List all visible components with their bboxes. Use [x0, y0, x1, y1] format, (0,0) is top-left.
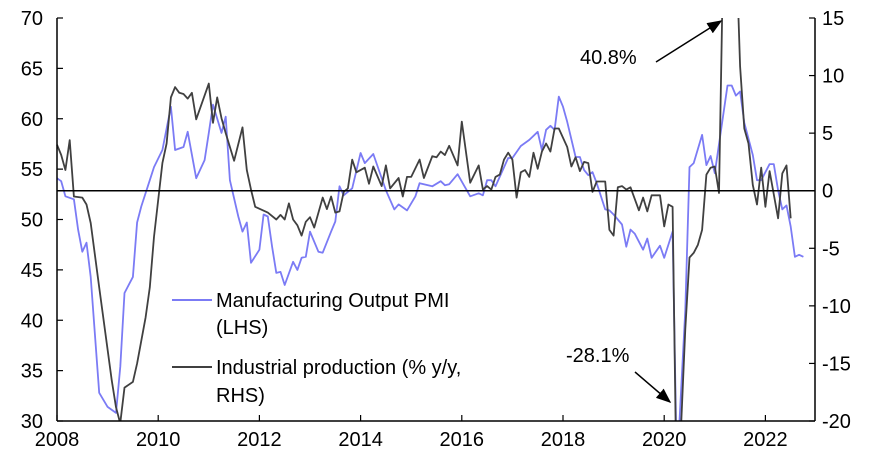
left-tick-label: 30 [21, 411, 43, 433]
legend-label-ip-line1: Industrial production (% y/y, [216, 357, 461, 379]
left-tick-label: 45 [21, 260, 43, 282]
right-tick-label: 15 [822, 8, 844, 30]
legend: Manufacturing Output PMI (LHS) Industria… [172, 290, 461, 407]
right-tick-label: 0 [822, 181, 833, 203]
left-tick-label: 60 [21, 109, 43, 131]
right-tick-label: 5 [822, 123, 833, 145]
annotation-peak-label: 40.8% [580, 47, 637, 69]
left-tick-label: 50 [21, 210, 43, 232]
x-tick-label: 2014 [338, 429, 383, 451]
x-tick-label: 2018 [541, 429, 586, 451]
right-tick-label: -20 [822, 411, 851, 433]
right-tick-label: -10 [822, 296, 851, 318]
annotation-trough-arrow [634, 371, 672, 403]
x-tick-label: 2008 [35, 429, 80, 451]
left-tick-label: 55 [21, 159, 43, 181]
annotation-peak-arrow [655, 20, 723, 63]
left-tick-label: 40 [21, 310, 43, 332]
x-tick-label: 2016 [440, 429, 485, 451]
legend-label-pmi-line2: (LHS) [216, 317, 268, 339]
legend-label-ip-line2: RHS) [216, 385, 265, 407]
left-tick-label: 35 [21, 361, 43, 383]
x-tick-label: 2012 [237, 429, 282, 451]
annotation-trough-label: -28.1% [566, 345, 630, 367]
right-tick-label: 10 [822, 66, 844, 88]
right-tick-label: -5 [822, 238, 840, 260]
x-tick-label: 2022 [743, 429, 788, 451]
x-tick-label: 2010 [136, 429, 181, 451]
x-tick-label: 2020 [642, 429, 687, 451]
left-tick-label: 65 [21, 58, 43, 80]
left-tick-label: 70 [21, 8, 43, 30]
legend-label-pmi-line1: Manufacturing Output PMI [216, 290, 449, 312]
right-tick-label: -15 [822, 353, 851, 375]
series-line-industrial-production [56, 17, 792, 422]
